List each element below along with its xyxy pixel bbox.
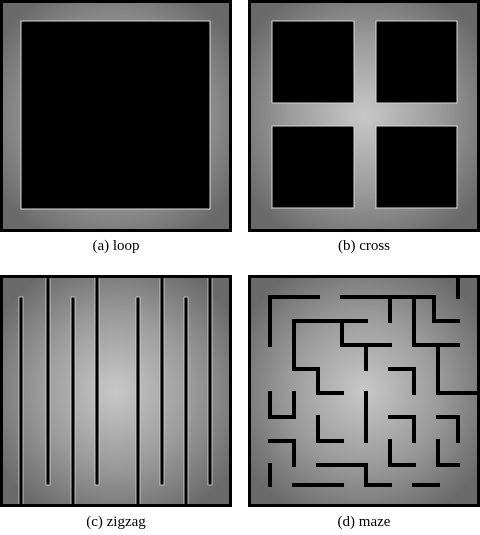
maze-wall <box>432 295 460 323</box>
maze-wall <box>388 439 416 467</box>
maze-walls <box>268 275 480 487</box>
maze-wall <box>388 367 416 395</box>
caption-maze: (d) maze <box>337 514 391 530</box>
center-obstacle <box>20 20 211 210</box>
cross-environment <box>248 0 480 232</box>
obstacle-top-right <box>375 20 458 104</box>
outer-wall <box>248 275 480 507</box>
maze-wall <box>436 415 460 443</box>
zigzag-wall <box>94 275 100 486</box>
floor <box>0 275 232 507</box>
outer-wall <box>0 0 232 232</box>
loop-environment <box>0 0 232 232</box>
caption-zigzag: (c) zigzag <box>86 514 146 530</box>
maze-environment <box>248 275 480 507</box>
caption-loop: (a) loop <box>92 238 140 254</box>
maze-wall <box>292 319 320 371</box>
loop-map <box>0 0 232 232</box>
maze-wall <box>436 439 460 467</box>
zigzag-map <box>0 275 232 507</box>
maze-wall <box>340 319 392 347</box>
maze-map <box>248 275 480 507</box>
cross-map <box>248 0 480 232</box>
maze-wall <box>316 367 344 395</box>
zigzag-wall <box>159 275 165 486</box>
obstacle-top-left <box>271 20 355 104</box>
obstacle-bottom-left <box>271 125 355 209</box>
maze-wall <box>316 415 344 443</box>
caption-cross: (b) cross <box>337 238 391 254</box>
outer-wall <box>248 0 480 232</box>
outer-wall <box>0 275 232 507</box>
obstacle-bottom-right <box>375 125 458 209</box>
zigzag-wall <box>18 296 24 507</box>
zigzag-wall <box>70 296 76 507</box>
zigzag-wall <box>183 296 189 507</box>
maze-wall <box>364 463 392 487</box>
zigzag-wall <box>135 296 141 507</box>
zigzag-wall <box>207 275 213 486</box>
zigzag-wall <box>45 275 51 486</box>
maze-wall <box>268 439 296 467</box>
zigzag-environment <box>0 275 232 507</box>
